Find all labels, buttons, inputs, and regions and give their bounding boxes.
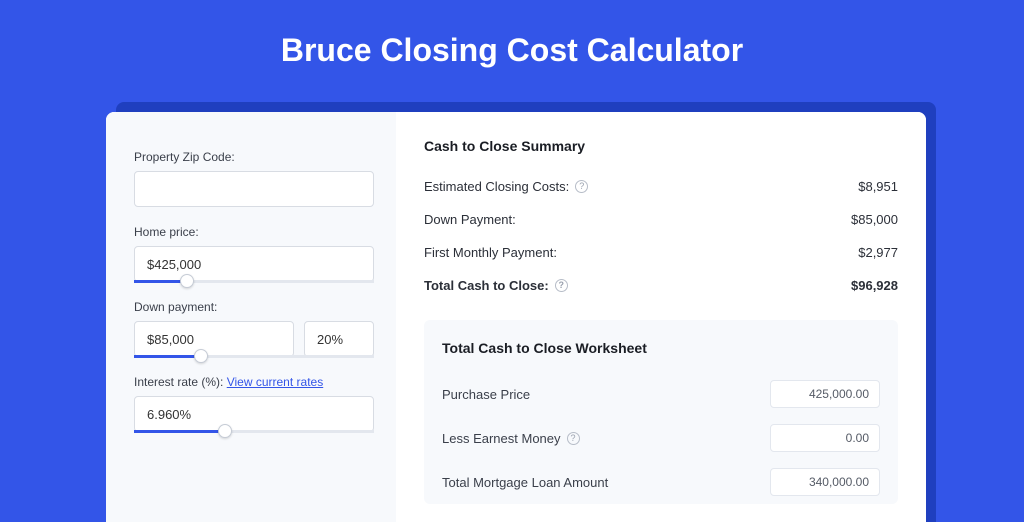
help-icon[interactable]: ? <box>555 279 568 292</box>
slider-thumb[interactable] <box>218 424 232 438</box>
summary-row-label: First Monthly Payment: <box>424 245 557 260</box>
interest-rate-input[interactable] <box>134 396 374 432</box>
zip-input[interactable] <box>134 171 374 207</box>
worksheet-row-value[interactable] <box>770 468 880 496</box>
summary-row-label-text: First Monthly Payment: <box>424 245 557 260</box>
help-icon[interactable]: ? <box>575 180 588 193</box>
summary-row-value: $8,951 <box>858 179 898 194</box>
summary-row-value: $96,928 <box>851 278 898 293</box>
help-icon[interactable]: ? <box>567 432 580 445</box>
summary-title: Cash to Close Summary <box>424 138 898 154</box>
inputs-panel: Property Zip Code: Home price: Down paym… <box>106 112 396 522</box>
field-zip: Property Zip Code: <box>134 150 374 207</box>
worksheet-row-label-text: Less Earnest Money <box>442 431 561 446</box>
view-rates-link[interactable]: View current rates <box>227 375 324 389</box>
summary-row-label-text: Estimated Closing Costs: <box>424 179 569 194</box>
summary-row-label: Total Cash to Close:? <box>424 278 568 293</box>
summary-row-value: $2,977 <box>858 245 898 260</box>
worksheet-list: Purchase Price Less Earnest Money? Total M… <box>442 372 880 504</box>
summary-row: Down Payment: $85,000 <box>424 203 898 236</box>
down-payment-pct-input[interactable] <box>304 321 374 357</box>
zip-label: Property Zip Code: <box>134 150 374 164</box>
field-interest-rate: Interest rate (%): View current rates <box>134 375 374 432</box>
worksheet-row: Less Earnest Money? <box>442 416 880 460</box>
home-price-label: Home price: <box>134 225 374 239</box>
summary-row-label: Down Payment: <box>424 212 516 227</box>
page-title: Bruce Closing Cost Calculator <box>0 0 1024 97</box>
slider-thumb[interactable] <box>194 349 208 363</box>
down-payment-label: Down payment: <box>134 300 374 314</box>
slider-fill <box>134 355 201 358</box>
summary-row: Total Cash to Close:? $96,928 <box>424 269 898 302</box>
worksheet-row-label: Purchase Price <box>442 387 530 402</box>
field-down-payment: Down payment: <box>134 300 374 357</box>
worksheet-row-label-text: Total Mortgage Loan Amount <box>442 475 608 490</box>
interest-rate-label-row: Interest rate (%): View current rates <box>134 375 374 389</box>
slider-fill <box>134 430 225 433</box>
home-price-input[interactable] <box>134 246 374 282</box>
slider-thumb[interactable] <box>180 274 194 288</box>
worksheet-row-label: Total Mortgage Loan Amount <box>442 475 608 490</box>
down-payment-input[interactable] <box>134 321 294 357</box>
summary-row: Estimated Closing Costs:? $8,951 <box>424 170 898 203</box>
worksheet-row-value[interactable] <box>770 380 880 408</box>
worksheet-row-value[interactable] <box>770 424 880 452</box>
summary-row-label: Estimated Closing Costs:? <box>424 179 588 194</box>
worksheet-title: Total Cash to Close Worksheet <box>442 340 880 356</box>
results-panel: Cash to Close Summary Estimated Closing … <box>396 112 926 522</box>
summary-row: First Monthly Payment: $2,977 <box>424 236 898 269</box>
worksheet-row: Total Mortgage Loan Amount <box>442 460 880 504</box>
summary-row-value: $85,000 <box>851 212 898 227</box>
worksheet-row: Purchase Price <box>442 372 880 416</box>
field-home-price: Home price: <box>134 225 374 282</box>
worksheet-row-label: Less Earnest Money? <box>442 431 580 446</box>
worksheet-panel: Total Cash to Close Worksheet Purchase P… <box>424 320 898 504</box>
calculator-card: Property Zip Code: Home price: Down paym… <box>106 112 926 522</box>
summary-list: Estimated Closing Costs:? $8,951 Down Paym… <box>424 170 898 302</box>
summary-row-label-text: Down Payment: <box>424 212 516 227</box>
interest-rate-label: Interest rate (%): <box>134 375 223 389</box>
summary-row-label-text: Total Cash to Close: <box>424 278 549 293</box>
worksheet-row-label-text: Purchase Price <box>442 387 530 402</box>
